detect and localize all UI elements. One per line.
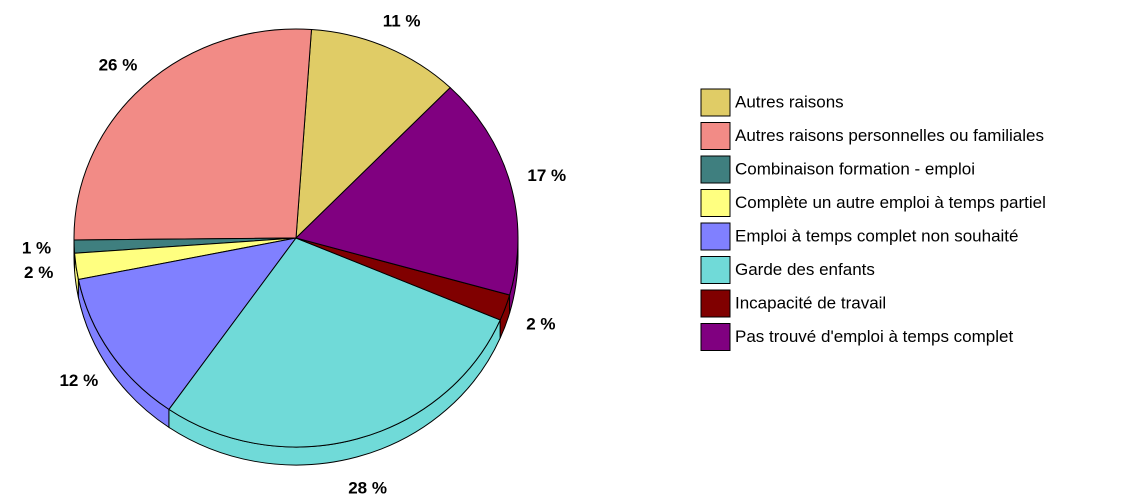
value-label: 11 % xyxy=(383,12,421,31)
legend-label: Emploi à temps complet non souhaité xyxy=(735,226,1019,245)
legend-swatch xyxy=(700,222,731,251)
legend-swatch xyxy=(700,122,731,150)
legend-swatch xyxy=(700,155,731,184)
pie-slice xyxy=(295,28,451,240)
legend-label: Autres raisons personnelles ou familiale… xyxy=(735,126,1044,145)
legend-label: Garde des enfants xyxy=(735,260,875,279)
legend-label: Pas trouvé d'emploi à temps complet xyxy=(735,327,1013,346)
legend-label: Autres raisons xyxy=(735,92,844,111)
value-label: 2 % xyxy=(24,263,53,282)
legend-swatch xyxy=(700,323,731,351)
legend-label: Combinaison formation - emploi xyxy=(735,159,975,178)
pie-slice xyxy=(168,237,501,448)
legend-label: Complète un autre emploi à temps partiel xyxy=(735,193,1046,212)
legend-swatch xyxy=(700,256,731,284)
value-label: 28 % xyxy=(348,479,387,497)
legend-swatch xyxy=(700,189,731,217)
pie-slice xyxy=(295,86,519,296)
value-label: 2 % xyxy=(526,315,555,334)
value-label: 1 % xyxy=(22,238,51,257)
pie-slice xyxy=(77,237,298,411)
pie-slice xyxy=(73,28,313,241)
legend-label: Incapacité de travail xyxy=(735,293,886,312)
pie-tops xyxy=(73,28,519,448)
value-label: 12 % xyxy=(59,371,98,390)
value-label: 26 % xyxy=(99,56,138,75)
value-label: 17 % xyxy=(527,166,566,185)
legend-swatch xyxy=(700,88,731,117)
legend-swatch xyxy=(700,289,731,318)
